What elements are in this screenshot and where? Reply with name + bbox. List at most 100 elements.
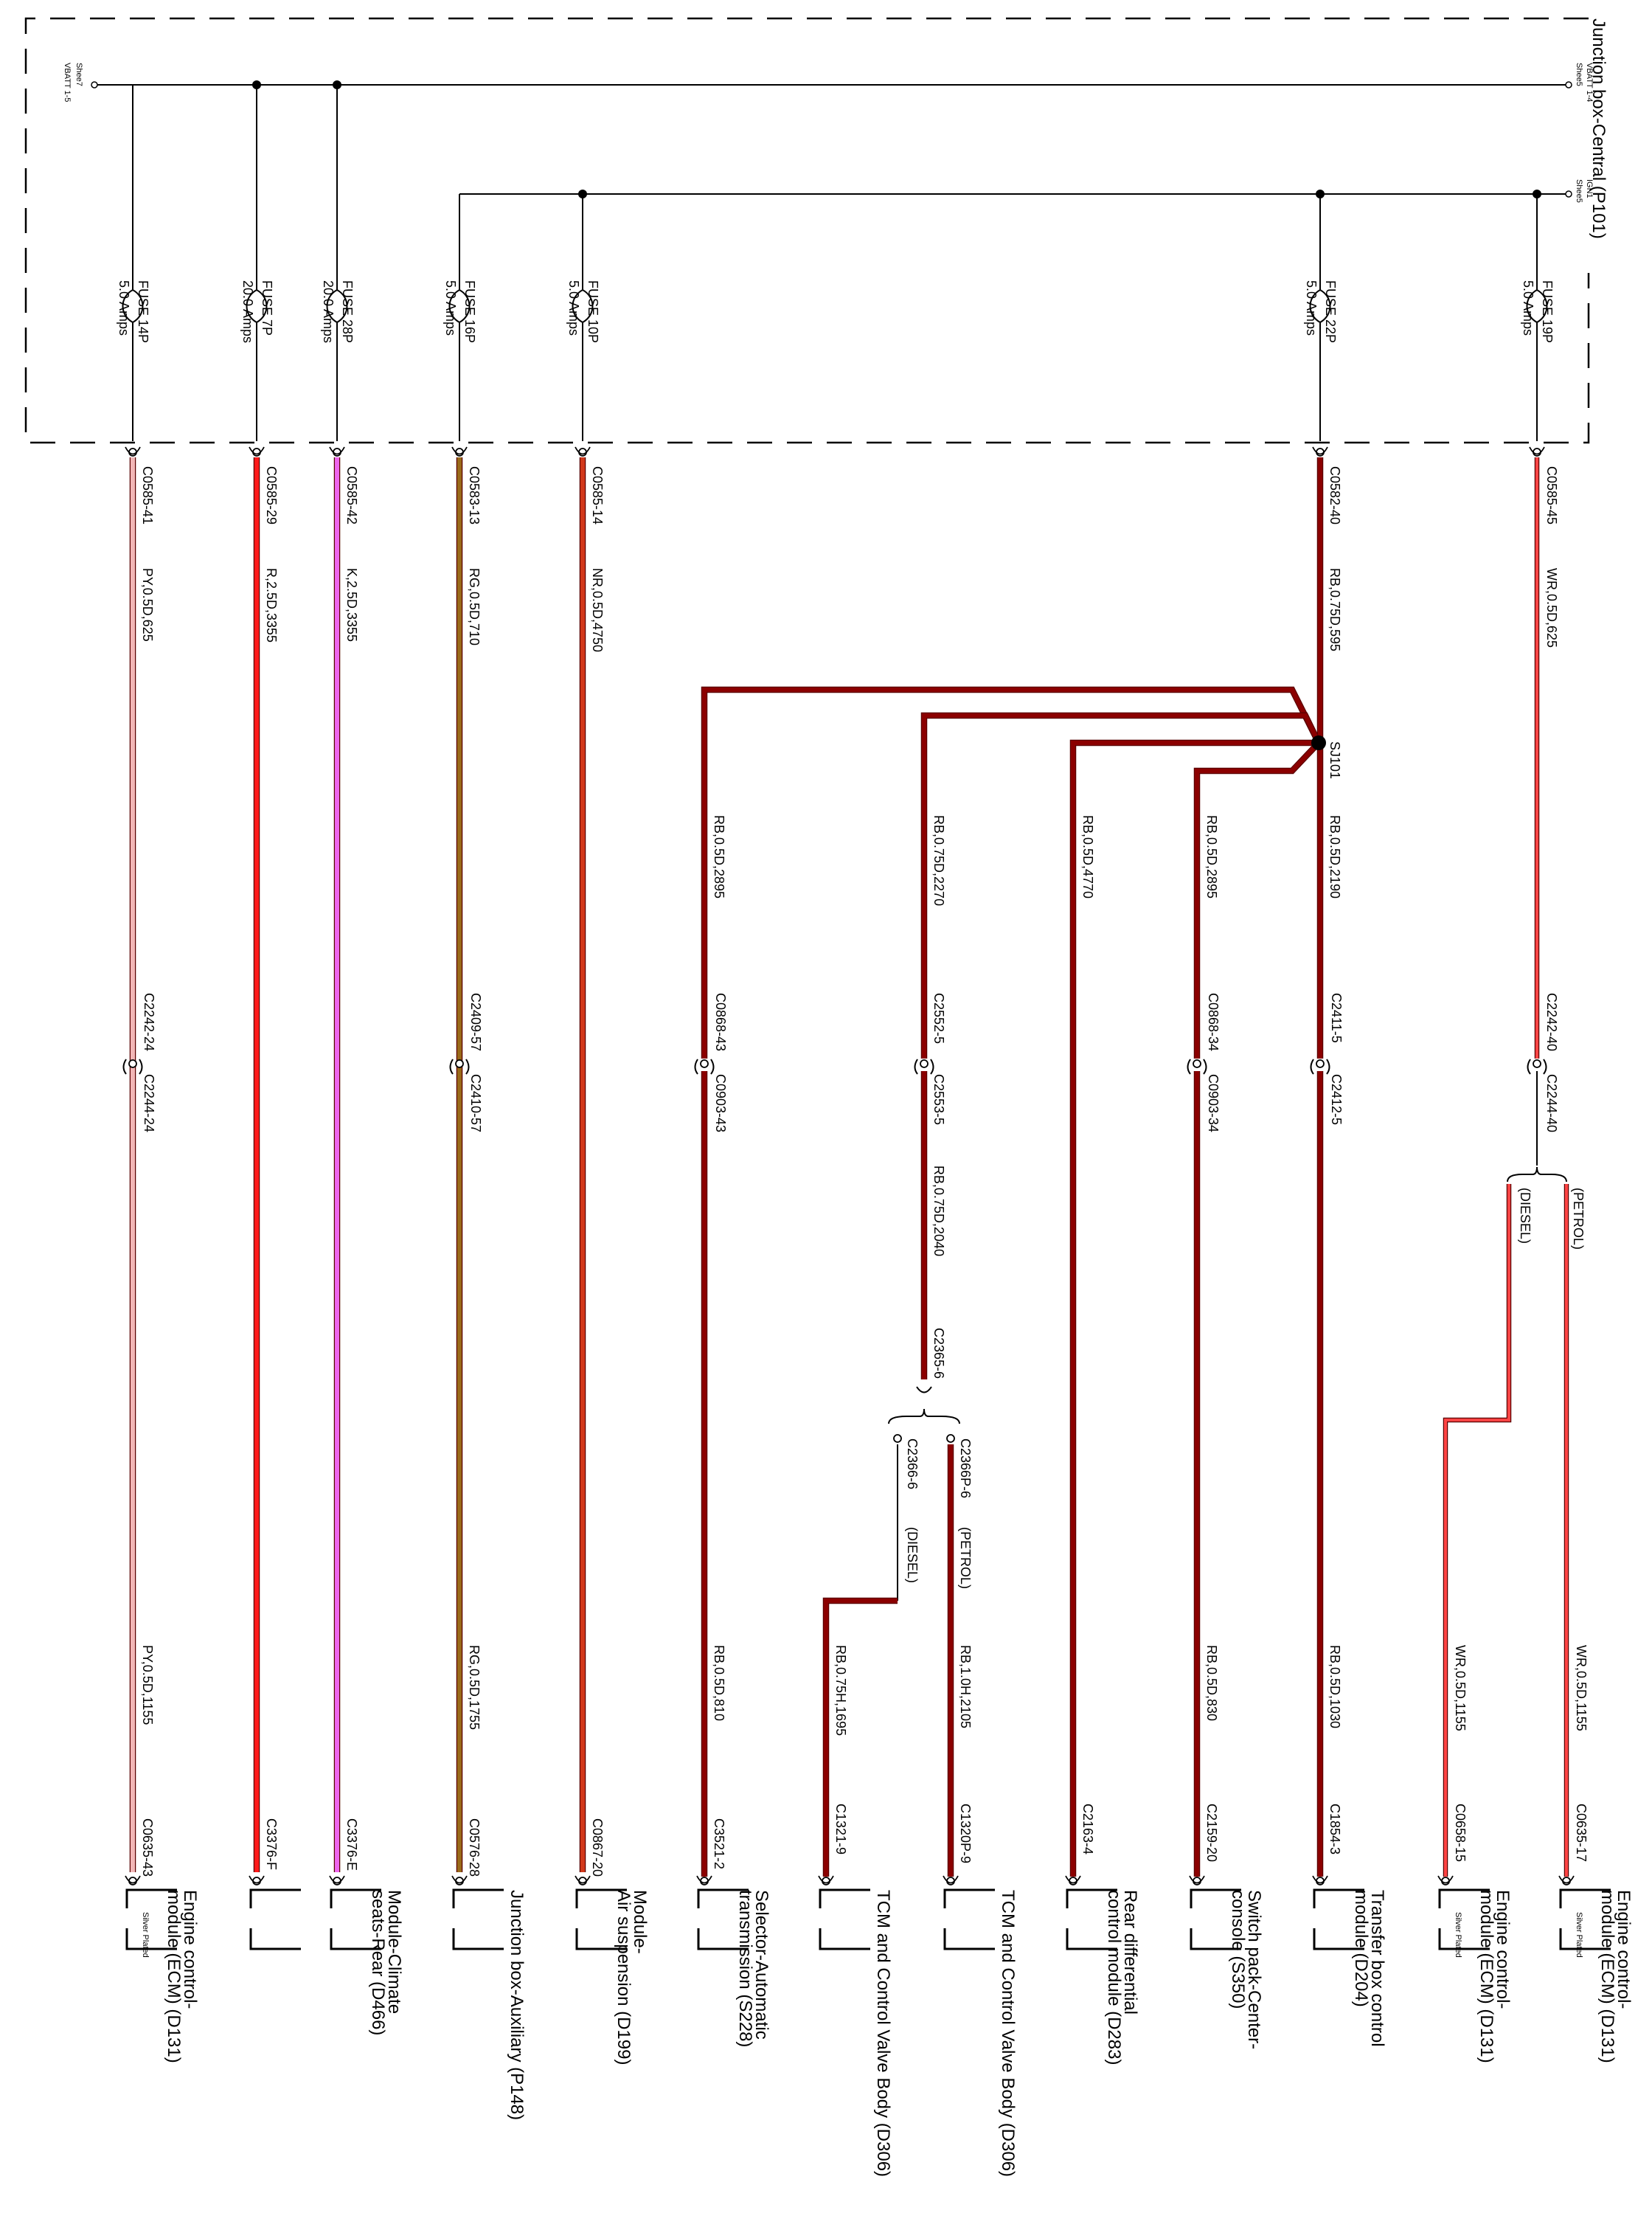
c4-end-connector-cup: [451, 1875, 468, 1884]
c7-upper-wire-outline: [920, 712, 1322, 1059]
c10-fuse-label: FUSE 22P: [1323, 280, 1338, 343]
c2-component-bracket: [249, 1888, 301, 1950]
c6-end-connector-label: C3521-2: [712, 1818, 726, 1869]
c4-inline-connector-left-cup: [449, 1059, 454, 1075]
c3-top-connector-cup: [329, 446, 345, 455]
c3-destination-label-0: Module-Climate: [384, 1890, 404, 2014]
c3-fuse-symbol: [326, 289, 348, 324]
c7-diesel-connector-label: C2366-6: [905, 1438, 920, 1489]
c1-end-connector-label: C0635-43: [140, 1818, 155, 1877]
c1-top-connector-cup: [125, 446, 141, 455]
c6-inline-connector-left-cup: [694, 1059, 698, 1075]
c3-top-connector: [333, 448, 341, 457]
c7-diesel-component-bracket: [819, 1888, 870, 1950]
c7-upper-wire: [922, 713, 1321, 1059]
c9-inline-connector-label-a: C0868-34: [1206, 993, 1221, 1051]
c1-destination-label-1: module (ECM) (D131): [164, 1890, 184, 2063]
c6-component-bracket: [697, 1888, 749, 1950]
c9-destination-label-1: console (S350): [1228, 1890, 1248, 2009]
c7-diesel-end-connector-cup: [818, 1875, 834, 1884]
c11-petrol-destination-label-0: Engine control-: [1614, 1890, 1634, 2009]
c4-destination-label-0: Junction box-Auxiliary (P148): [507, 1890, 527, 2120]
c7-petrol-component-bracket: [943, 1888, 995, 1950]
ign-terminal: [1565, 190, 1572, 198]
c9-upper-wire: [1195, 741, 1321, 1059]
c7-diesel-tag: (DIESEL): [905, 1527, 920, 1583]
c3-end-connector-cup: [329, 1875, 345, 1884]
c1-end-connector: [128, 1877, 137, 1885]
busbar-left-label: Shee7: [74, 63, 83, 86]
c5-destination-label-1: Air suspension (D199): [614, 1890, 634, 2065]
c7-diesel-destination-label-0: TCM and Control Valve Body (D306): [873, 1890, 893, 2177]
c8-wire: [1071, 741, 1319, 1877]
c4-end-connector-label: C0576-28: [467, 1818, 482, 1877]
c6-lower-wire-label: RB,0.5D,810: [712, 1645, 726, 1721]
c1-inline-connector-pin: [128, 1059, 137, 1068]
c11-petrol-component-bracket: [1559, 1888, 1611, 1950]
c2-top-connector-cup: [249, 446, 265, 455]
c1-end-connector-cup: [125, 1875, 141, 1884]
c11-diesel-destination-label-1: module (ECM) (D131): [1476, 1890, 1496, 2063]
c1-fuse-rating: 5.0 Amps: [117, 280, 131, 336]
c7-petrol-end-connector-label: C1320P-9: [958, 1804, 973, 1863]
c8-end-connector-cup: [1065, 1875, 1081, 1884]
c5-fuse-label: FUSE 10P: [586, 280, 600, 343]
c7-split-connector: [916, 1386, 932, 1393]
c7-diesel-wire: [824, 1599, 898, 1877]
c4-fuse-rating: 5.0 Amps: [443, 280, 458, 336]
c6-destination-label-1: transmission (S228): [735, 1890, 755, 2047]
c9-lower-wire-label: RB,0.5D,830: [1204, 1645, 1219, 1721]
c7-petrol-destination-label-0: TCM and Control Valve Body (D306): [998, 1890, 1018, 2177]
c11-diesel-tag: (DIESEL): [1518, 1188, 1533, 1244]
c10-top-connector: [1316, 448, 1325, 457]
c11-split-brace: [1507, 1166, 1567, 1182]
c11-inline-connector-right-cup: [1543, 1059, 1547, 1075]
c11-top-connector: [1533, 448, 1541, 457]
c7-petrol-connector: [946, 1434, 955, 1443]
c10-top-wire-label: RB,0.75D,595: [1328, 568, 1342, 651]
c6-inline-connector-pin: [700, 1059, 709, 1068]
c5-top-connector-label: C0585-14: [590, 466, 605, 524]
c7-split-brace: [888, 1408, 960, 1424]
c9-end-connector-cup: [1189, 1875, 1205, 1884]
c10-top-connector-cup: [1312, 446, 1328, 455]
c11-inline-connector-label-a: C2242-40: [1544, 993, 1559, 1051]
c2-fuse-rating: 20.0 Amps: [240, 280, 255, 343]
c3-top-connector-label: C0585-42: [344, 466, 359, 524]
c9-inline-connector-label-b: C0903-34: [1206, 1074, 1221, 1132]
c1-top-connector: [128, 448, 137, 457]
c11-petrol-wire-label: WR,0.5D,1155: [1574, 1645, 1589, 1731]
c4-top-connector-cup: [451, 446, 468, 455]
c7-diesel-wire-label: RB,0.75H,1695: [833, 1645, 848, 1736]
c11-diesel-plating-note: Silver Plated: [1454, 1912, 1462, 1958]
c4-inline-connector-label-b: C2410-57: [468, 1074, 483, 1132]
c11-diesel-end-connector: [1441, 1877, 1450, 1885]
c11-inline-connector-left-cup: [1527, 1059, 1531, 1075]
c10-bus-junction: [1316, 190, 1325, 198]
c10-fuse-symbol: [1309, 289, 1331, 324]
c9-inline-connector-left-cup: [1187, 1059, 1191, 1075]
c1-fuse-label: FUSE 14P: [136, 280, 150, 343]
c1-fuse-symbol: [122, 289, 144, 324]
c4-fuse-label: FUSE 16P: [462, 280, 477, 343]
c10-inline-connector-label-b: C2412-5: [1329, 1074, 1344, 1125]
c11-top-connector-cup: [1529, 446, 1545, 455]
c5-end-connector-cup: [575, 1875, 591, 1884]
c1-lower-wire-label: PY,0.5D,1155: [140, 1645, 155, 1725]
c7-inline-connector-label-a: C2552-5: [931, 993, 946, 1044]
c7-diesel-connector: [893, 1434, 902, 1443]
c4-top-wire-label: RG,0.5D,710: [467, 568, 482, 645]
c1-destination-label-0: Engine control-: [180, 1890, 200, 2009]
c1-inline-connector-right-cup: [139, 1059, 143, 1075]
c11-diesel-component-bracket: [1438, 1888, 1490, 1950]
c10-end-connector: [1316, 1877, 1325, 1885]
c2-fuse-symbol: [246, 289, 268, 324]
junction-box-outline: [24, 17, 1590, 444]
c8-destination-label-1: control module (D283): [1104, 1890, 1124, 2065]
c5-top-wire-label: NR,0.5D,4750: [590, 568, 605, 652]
c11-inline-connector-label-b: C2244-40: [1544, 1074, 1559, 1132]
c9-component-bracket: [1190, 1888, 1241, 1950]
c5-top-connector-cup: [575, 446, 591, 455]
c2-end-connector: [252, 1877, 261, 1885]
c2-fuse-label: FUSE 7P: [260, 280, 274, 336]
